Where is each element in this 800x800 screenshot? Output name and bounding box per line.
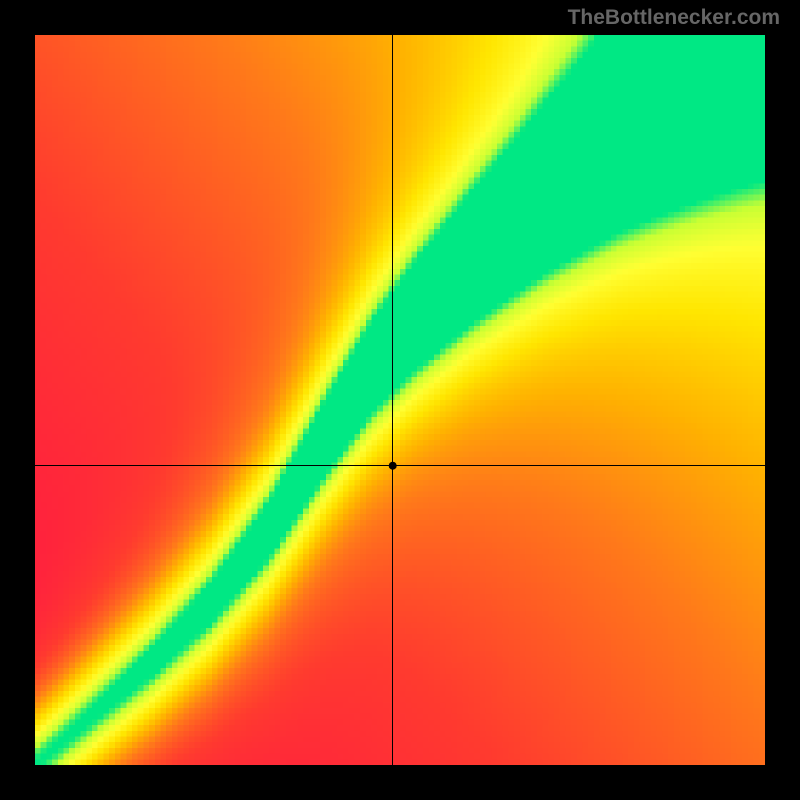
- chart-container: TheBottlenecker.com: [0, 0, 800, 800]
- watermark-text: TheBottlenecker.com: [568, 6, 780, 30]
- bottleneck-heatmap: [35, 35, 765, 765]
